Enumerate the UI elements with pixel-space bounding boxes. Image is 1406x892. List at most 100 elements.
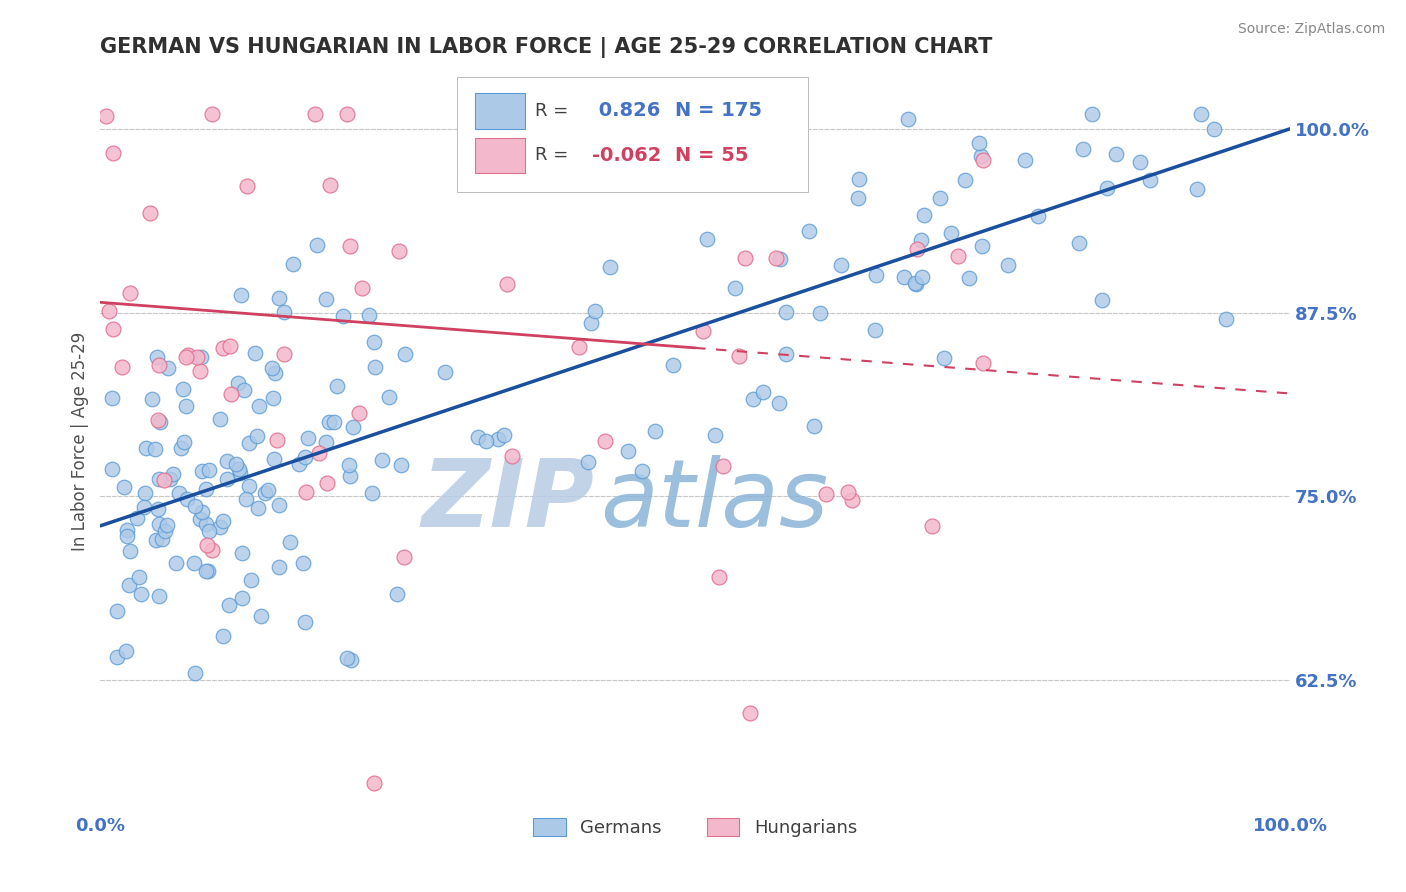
Point xyxy=(347,406,370,420)
Point xyxy=(501,449,523,463)
Point xyxy=(617,443,640,458)
Text: -0.062: -0.062 xyxy=(592,146,661,165)
Point xyxy=(928,191,950,205)
Point xyxy=(692,324,714,338)
Point xyxy=(143,442,166,456)
Point xyxy=(117,523,139,537)
Point xyxy=(232,383,254,397)
Point xyxy=(215,472,238,486)
Point xyxy=(972,355,994,369)
Point xyxy=(814,486,837,500)
Point xyxy=(339,239,361,253)
Point xyxy=(846,191,869,205)
Point xyxy=(939,226,962,240)
Text: N = 175: N = 175 xyxy=(675,102,762,120)
Point xyxy=(118,578,141,592)
Point xyxy=(1097,181,1119,195)
Point xyxy=(797,224,820,238)
Point xyxy=(262,360,284,375)
Point xyxy=(197,462,219,476)
Point xyxy=(215,454,238,468)
Point xyxy=(176,491,198,506)
Point xyxy=(174,350,197,364)
Point xyxy=(970,149,993,163)
Point xyxy=(342,420,364,434)
Point xyxy=(186,350,208,364)
Point xyxy=(174,399,197,413)
Point xyxy=(599,260,621,275)
Point xyxy=(226,376,249,390)
Point xyxy=(101,322,124,336)
Point xyxy=(266,434,288,448)
Point xyxy=(830,258,852,272)
Point xyxy=(932,351,955,366)
Point xyxy=(152,532,174,546)
Point xyxy=(183,557,205,571)
Point xyxy=(264,366,287,380)
Point xyxy=(723,281,745,295)
Point xyxy=(336,651,359,665)
Point xyxy=(172,382,194,396)
Point xyxy=(218,598,240,612)
Point xyxy=(129,587,152,601)
Point xyxy=(765,251,787,265)
Point xyxy=(972,239,994,253)
Point xyxy=(231,546,253,560)
Point xyxy=(118,544,141,558)
Point xyxy=(97,303,120,318)
Point xyxy=(184,666,207,681)
Point xyxy=(357,308,380,322)
Point xyxy=(1139,173,1161,187)
Point xyxy=(336,107,359,121)
Point xyxy=(188,512,211,526)
Point xyxy=(157,360,180,375)
Point xyxy=(593,434,616,448)
Point xyxy=(197,565,219,579)
Point xyxy=(467,430,489,444)
Point xyxy=(211,342,233,356)
Point xyxy=(267,292,290,306)
Point xyxy=(219,339,242,353)
Point xyxy=(170,441,193,455)
Point xyxy=(112,480,135,494)
Point xyxy=(291,556,314,570)
Point xyxy=(139,206,162,220)
Point xyxy=(912,208,935,222)
Point xyxy=(96,109,118,123)
Point xyxy=(225,458,247,472)
Point xyxy=(319,178,342,192)
Point xyxy=(773,148,796,162)
Point xyxy=(249,609,271,624)
Point xyxy=(212,629,235,643)
Point xyxy=(188,364,211,378)
Point xyxy=(278,534,301,549)
Text: R =: R = xyxy=(534,146,574,164)
Point xyxy=(263,451,285,466)
Point xyxy=(315,292,337,306)
Point xyxy=(921,518,943,533)
Point xyxy=(389,458,412,472)
Point xyxy=(190,351,212,365)
Point xyxy=(238,436,260,450)
Point xyxy=(387,587,409,601)
Point xyxy=(153,524,176,539)
Point xyxy=(865,268,887,282)
Point xyxy=(101,462,124,476)
Point xyxy=(363,334,385,349)
Point xyxy=(148,472,170,486)
Point xyxy=(848,172,870,186)
Point xyxy=(734,251,756,265)
Point xyxy=(245,346,267,360)
Point xyxy=(307,238,329,252)
Point xyxy=(228,462,250,476)
FancyBboxPatch shape xyxy=(475,137,524,173)
Point xyxy=(953,173,976,187)
Point xyxy=(364,360,387,375)
Point xyxy=(229,467,252,481)
Point xyxy=(208,520,231,534)
Point xyxy=(211,514,233,528)
Y-axis label: In Labor Force | Age 25-29: In Labor Force | Age 25-29 xyxy=(72,332,89,551)
Point xyxy=(101,391,124,405)
Point xyxy=(235,492,257,507)
Point xyxy=(105,604,128,618)
